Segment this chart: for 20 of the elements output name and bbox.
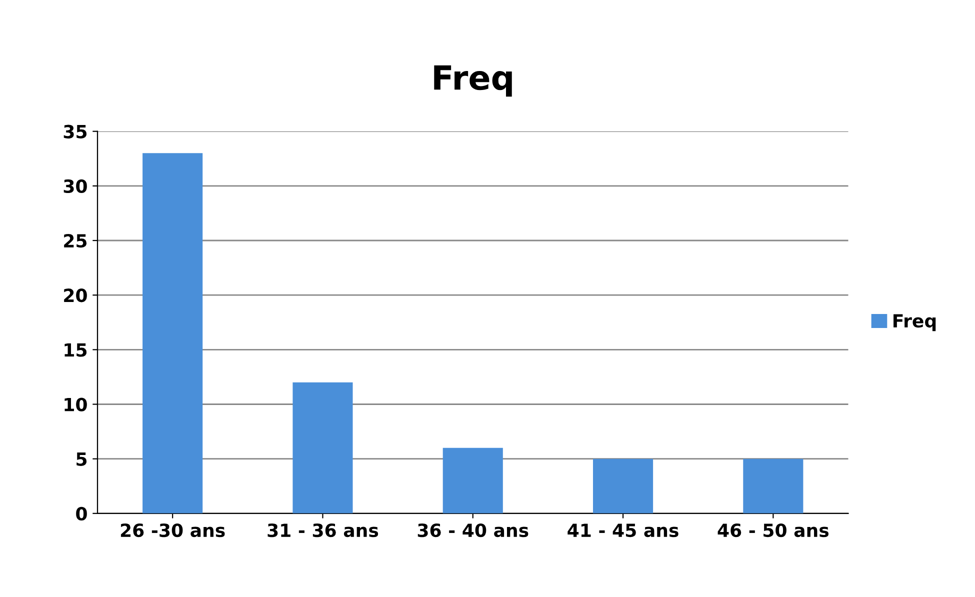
y-tick-label: 0 xyxy=(76,506,87,521)
y-tick-label: 15 xyxy=(64,343,87,357)
y-tick-label: 25 xyxy=(64,234,87,248)
y-tick-label: 35 xyxy=(64,124,87,138)
y-tick-label: 5 xyxy=(76,452,87,466)
bar xyxy=(592,458,654,514)
y-tick-label: 10 xyxy=(64,398,87,412)
legend-label: Freq xyxy=(894,314,936,332)
x-tick-label: 41 - 45 ans xyxy=(568,524,678,538)
bar xyxy=(743,458,804,514)
x-tick-label: 31 - 36 ans xyxy=(268,523,378,538)
x-tick-label: 36 - 40 ans xyxy=(418,523,528,538)
chart-title: Freq xyxy=(434,65,512,97)
x-tick-label: 46 - 50 ans xyxy=(718,523,829,538)
bar xyxy=(142,153,203,514)
x-tick-label: 26 -30 ans xyxy=(120,523,225,538)
bar xyxy=(292,382,353,514)
y-tick-label: 30 xyxy=(64,179,87,194)
y-tick-label: 20 xyxy=(64,288,87,302)
bar xyxy=(442,448,503,514)
